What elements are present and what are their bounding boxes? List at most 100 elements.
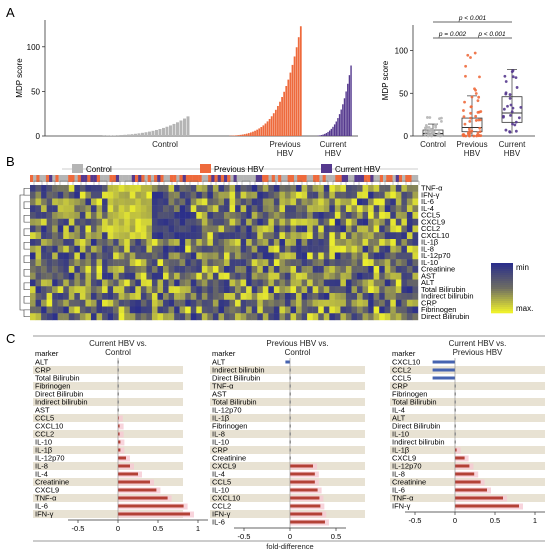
heatmap-cell xyxy=(395,293,402,300)
heatmap-cell xyxy=(174,212,180,219)
group-bar-cell xyxy=(363,175,368,182)
heatmap-cell xyxy=(257,245,263,253)
dendrogram-branch-top xyxy=(267,180,277,185)
heatmap-cell xyxy=(284,266,291,273)
heatmap-cell xyxy=(79,225,86,233)
heatmap-cell xyxy=(168,212,175,219)
heatmap-cell xyxy=(262,225,269,233)
heatmap-cell xyxy=(301,259,308,267)
dendrogram-branch-top xyxy=(202,180,212,185)
heatmap-cell xyxy=(224,191,230,199)
heatmap-cell xyxy=(212,205,219,213)
heatmap-cell xyxy=(74,306,81,314)
data-point xyxy=(506,104,509,108)
heatmap-cell xyxy=(174,191,180,199)
color-scale-step xyxy=(491,299,513,302)
heatmap-cell xyxy=(46,272,53,280)
heatmap-cell xyxy=(212,191,219,199)
heatmap-cell xyxy=(157,245,164,253)
heatmap-cell xyxy=(168,245,175,253)
heatmap-cell xyxy=(340,212,347,219)
heatmap-cell xyxy=(218,191,225,199)
heatmap-cell xyxy=(57,191,64,199)
heatmap-cell xyxy=(124,272,130,280)
data-point xyxy=(430,131,434,134)
heatmap-cell xyxy=(340,266,347,273)
heatmap-cell xyxy=(163,191,169,199)
heatmap-cell xyxy=(201,239,208,246)
heatmap-cell xyxy=(135,293,142,300)
heatmap-cell xyxy=(102,212,108,219)
heatmap-cell xyxy=(323,259,330,267)
heatmap-cell xyxy=(196,306,203,314)
heatmap-cell xyxy=(30,198,36,206)
heatmap-cell xyxy=(279,191,286,199)
heatmap-cell xyxy=(262,259,269,267)
heatmap-cell xyxy=(340,232,347,240)
heatmap-cell xyxy=(207,191,214,199)
heatmap-row-label: Indirect bilirubin xyxy=(421,292,474,301)
heatmap-cell xyxy=(196,205,203,213)
heatmap-cell xyxy=(301,191,308,199)
heatmap-cell xyxy=(102,299,108,307)
heatmap-cell xyxy=(41,205,47,213)
heatmap-cell xyxy=(218,205,225,213)
data-point xyxy=(478,130,482,133)
heatmap-cell xyxy=(107,299,114,307)
group-bar-cell xyxy=(195,175,199,182)
group-bar-cell xyxy=(68,175,72,182)
heatmap-cell xyxy=(224,218,230,226)
heatmap-cell xyxy=(118,286,125,294)
heatmap-cell xyxy=(362,218,369,226)
heatmap-cell xyxy=(212,313,219,321)
heatmap-cell xyxy=(35,239,42,246)
bar xyxy=(155,129,158,136)
heatmap-cell xyxy=(279,306,286,314)
heatmap-cell xyxy=(102,191,108,199)
heatmap-cell xyxy=(412,266,419,273)
heatmap-cell xyxy=(401,218,408,226)
heatmap-cell xyxy=(212,218,219,226)
marker-label: IL-4 xyxy=(35,470,48,479)
heatmap-cell xyxy=(174,259,180,267)
heatmap-cell xyxy=(312,185,319,192)
heatmap-cell xyxy=(312,313,319,321)
heatmap-cell xyxy=(185,198,191,206)
heatmap-cell xyxy=(235,245,241,253)
heatmap-cell xyxy=(107,272,114,280)
heatmap-cell xyxy=(90,212,97,219)
heatmap-cell xyxy=(190,293,197,300)
heatmap-cell xyxy=(235,212,241,219)
row-shade xyxy=(210,446,365,454)
y-axis-label: MDP score xyxy=(15,58,24,98)
heatmap-cell xyxy=(174,266,180,273)
heatmap-cell xyxy=(146,239,153,246)
heatmap-cell xyxy=(190,212,197,219)
heatmap-cell xyxy=(129,232,136,240)
heatmap-cell xyxy=(52,293,58,300)
heatmap-cell xyxy=(390,286,397,294)
heatmap-cell xyxy=(368,306,374,314)
color-scale-step xyxy=(491,293,513,296)
data-point xyxy=(474,114,478,118)
marker-label: IL-6 xyxy=(35,502,48,511)
data-point xyxy=(467,132,470,136)
heatmap-cell xyxy=(362,245,369,253)
group-bar-cell xyxy=(316,175,320,182)
heatmap-cell xyxy=(118,205,125,213)
heatmap-cell xyxy=(229,239,236,246)
heatmap-cell xyxy=(229,191,236,199)
heatmap-cell xyxy=(284,293,291,300)
heatmap-cell xyxy=(107,198,114,206)
color-scale-step xyxy=(491,265,513,268)
heatmap-cell xyxy=(318,286,324,294)
heatmap-cell xyxy=(345,205,352,213)
data-point xyxy=(426,130,430,134)
heatmap-cell xyxy=(401,185,408,192)
heatmap-cell xyxy=(251,252,258,260)
data-point xyxy=(508,96,512,100)
group-bar-cell xyxy=(249,175,253,182)
heatmap-cell xyxy=(218,306,225,314)
heatmap-cell xyxy=(246,299,252,307)
bar xyxy=(325,133,328,136)
